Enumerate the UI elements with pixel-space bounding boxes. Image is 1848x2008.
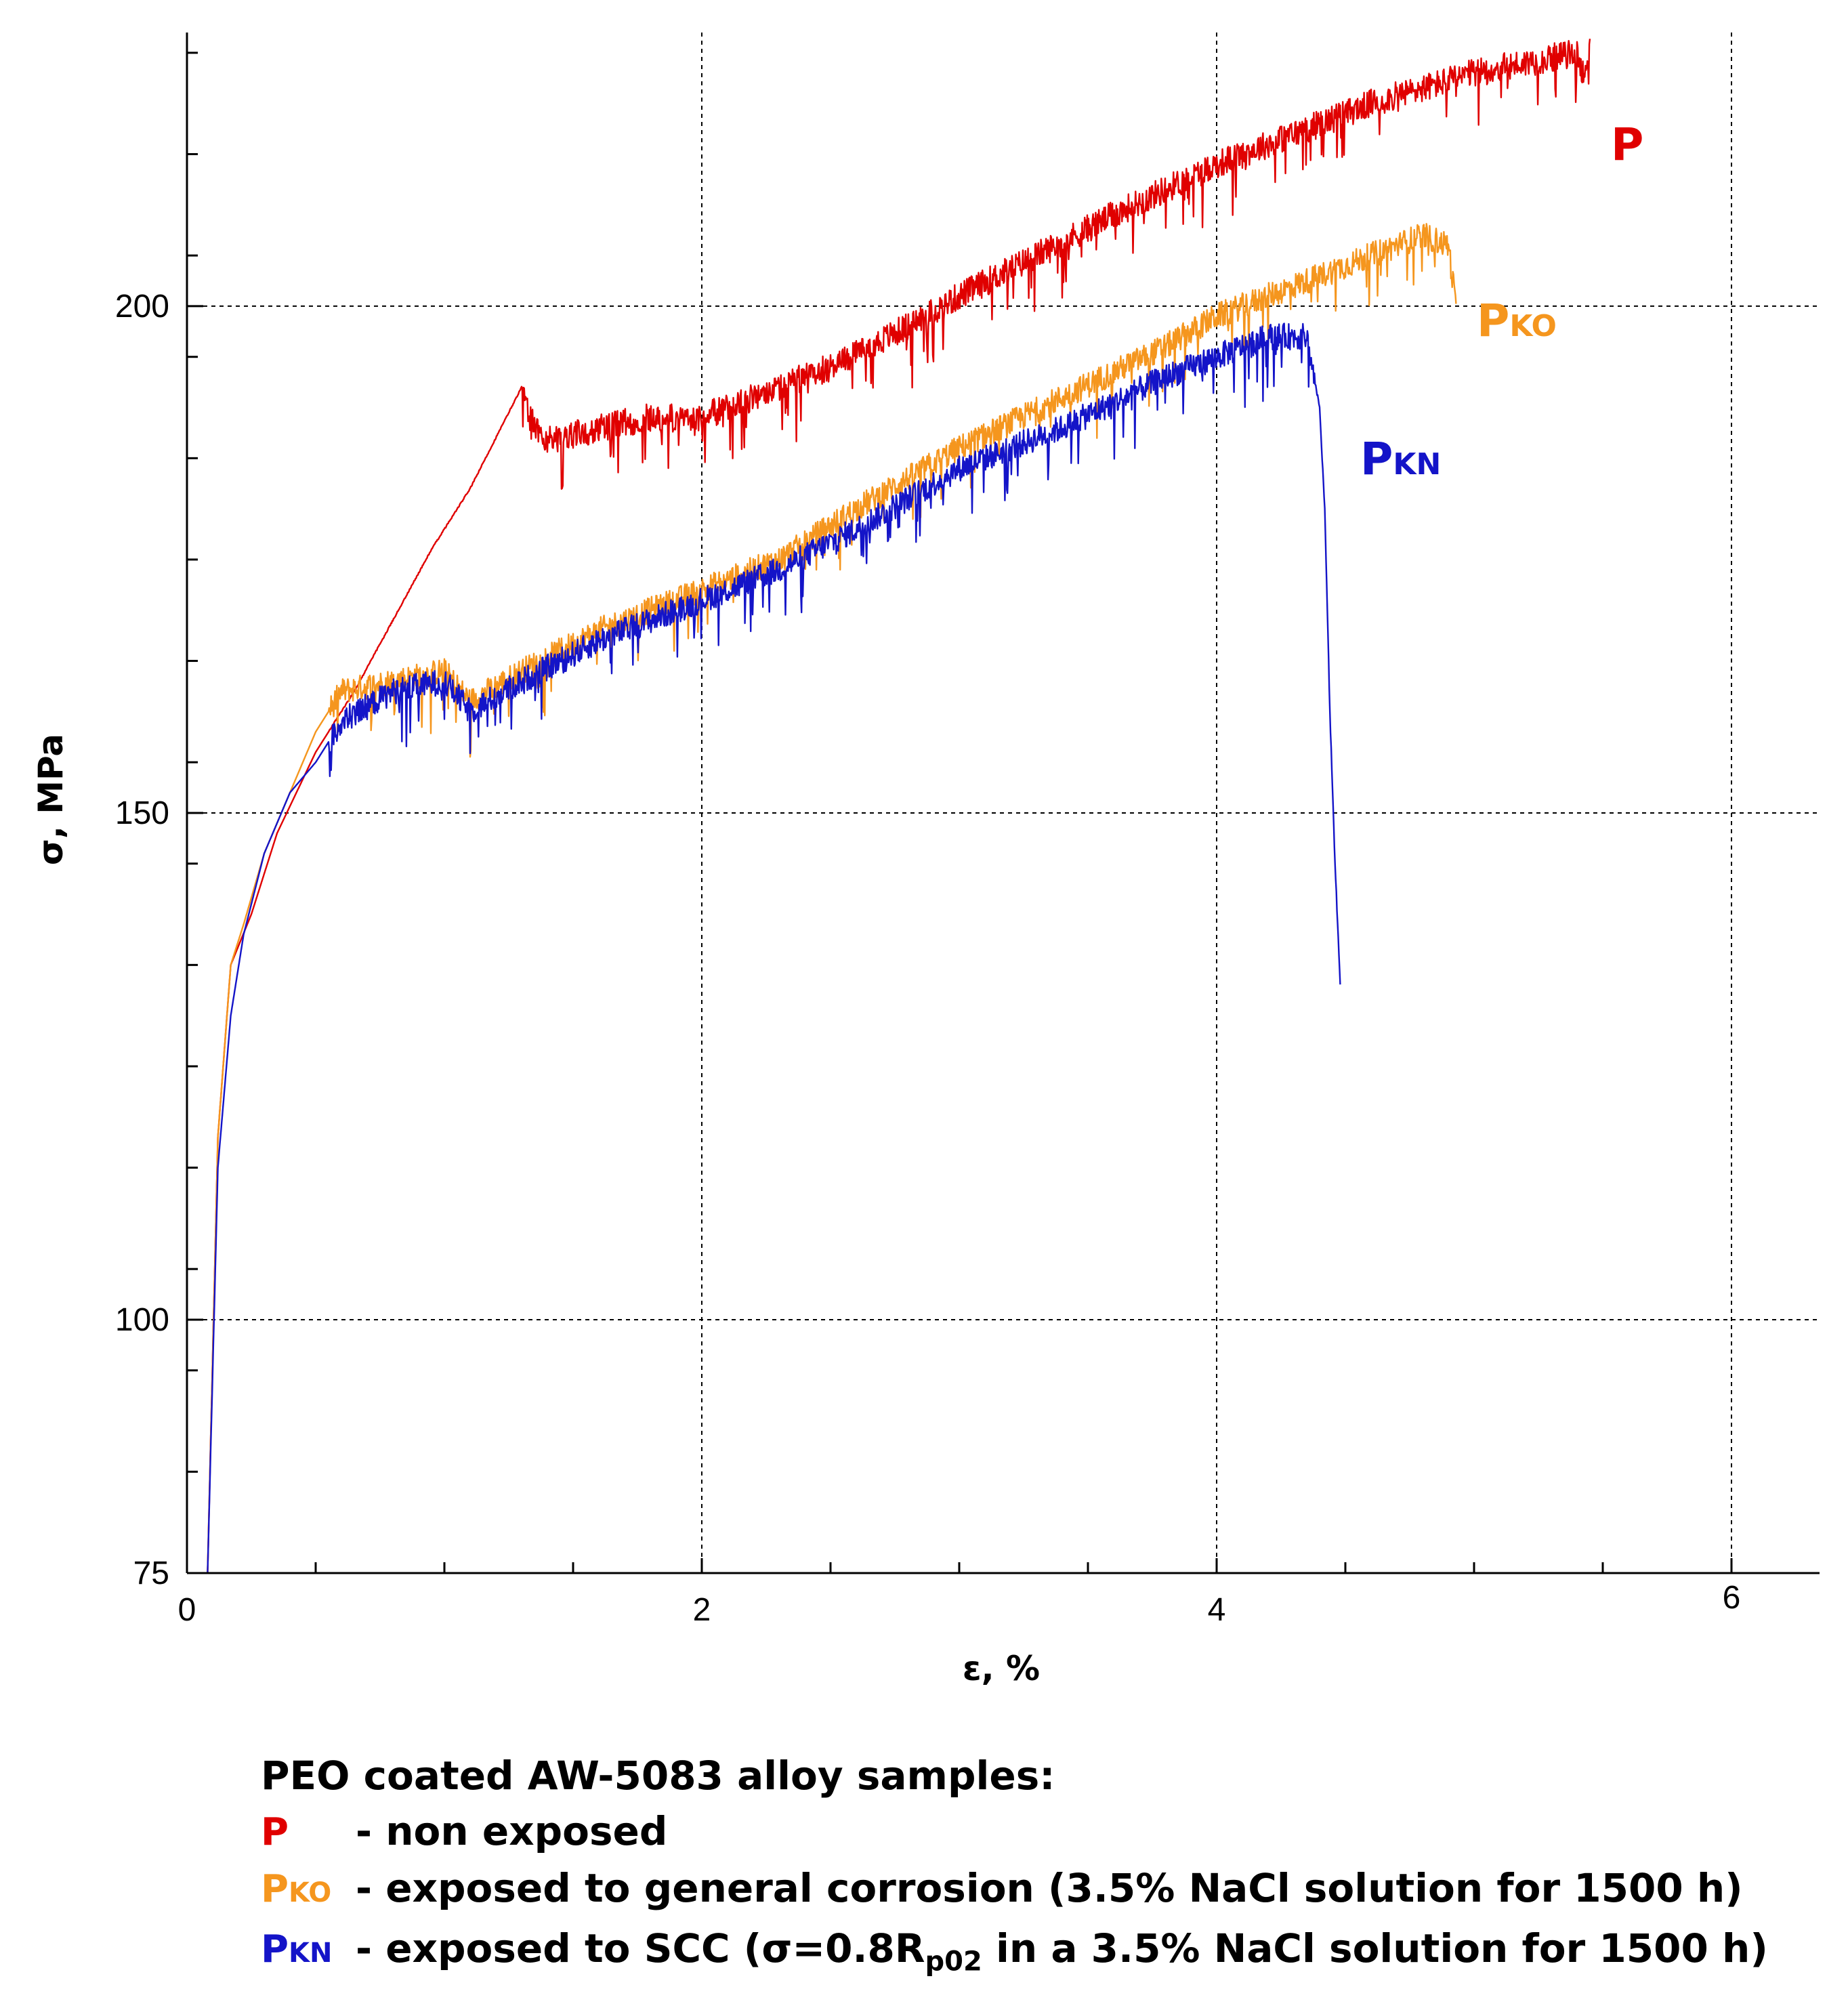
x-tick-label: 2 [693, 1592, 711, 1628]
legend-key-pko-sub: KO [289, 1877, 332, 1908]
legend-heading: PEO coated AW-5083 alloy samples: [261, 1748, 1819, 1803]
legend-item-pko: PKO - exposed to general corrosion (3.5%… [261, 1860, 1819, 1921]
legend: PEO coated AW-5083 alloy samples: P - no… [261, 1748, 1819, 1990]
legend-key-pko: PKO [261, 1862, 356, 1921]
series-line-p [207, 39, 1591, 1574]
y-axis-title: σ, MPa [31, 734, 70, 865]
x-tick-label: 6 [1723, 1580, 1741, 1616]
legend-key-pkn: PKN [261, 1922, 356, 1981]
legend-text-pkn-sub: p02 [925, 1946, 982, 1978]
legend-key-pkn-main: P [261, 1927, 289, 1971]
legend-key-pkn-sub: KN [289, 1938, 333, 1969]
x-tick-label: 4 [1208, 1592, 1226, 1628]
legend-key-p-main: P [261, 1810, 289, 1854]
y-tick-label: 100 [115, 1302, 169, 1338]
legend-heading-text: PEO coated AW-5083 alloy samples: [261, 1753, 1055, 1799]
x-axis-title: ε, % [963, 1649, 1040, 1688]
series-label-p: P [1611, 119, 1643, 171]
tick-labels: 0 2 4 6 75 100 150 200 [115, 289, 1740, 1628]
series-layer [207, 39, 1591, 1574]
y-tick-label: 150 [115, 795, 169, 831]
legend-text-pkn-before: - exposed to SCC (σ=0.8R [356, 1925, 925, 1971]
legend-item-p: P - non exposed [261, 1803, 1819, 1860]
legend-text-pkn-after: in a 3.5% NaCl solution for 1500 h) [982, 1925, 1768, 1971]
stress-strain-chart: 0 2 4 6 75 100 150 200 ε, % σ, MPa P PKO PKN [31, 33, 1820, 1688]
series-line-pkn [207, 322, 1341, 1574]
series-label-pko: PKO [1477, 295, 1557, 347]
legend-key-p: P [261, 1805, 356, 1860]
series-labels: P PKO PKN [1360, 119, 1643, 485]
y-tick-label: 75 [133, 1555, 169, 1591]
legend-item-pkn: PKN - exposed to SCC (σ=0.8Rp02 in a 3.5… [261, 1921, 1819, 1990]
axes [186, 33, 1820, 1574]
legend-text-pko: - exposed to general corrosion (3.5% NaC… [356, 1865, 1743, 1911]
axis-ticks [186, 51, 1733, 1574]
series-label-pkn: PKN [1360, 433, 1441, 485]
series-line-pko [207, 223, 1457, 1574]
legend-text-p: - non exposed [356, 1808, 668, 1854]
y-tick-label: 200 [115, 289, 169, 325]
legend-key-pko-main: P [261, 1867, 289, 1911]
x-tick-label: 0 [178, 1592, 196, 1628]
grid-lines [187, 33, 1820, 1573]
legend-text-pkn: - exposed to SCC (σ=0.8Rp02 in a 3.5% Na… [356, 1921, 1768, 1990]
